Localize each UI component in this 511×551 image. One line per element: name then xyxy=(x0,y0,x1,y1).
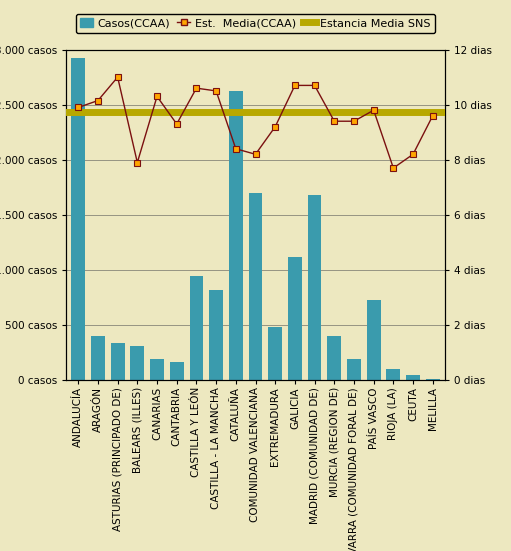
Bar xyxy=(367,300,381,380)
Bar xyxy=(72,58,85,380)
Bar xyxy=(308,195,321,380)
Bar xyxy=(386,369,400,380)
Bar xyxy=(130,346,144,380)
Bar xyxy=(328,336,341,380)
Bar xyxy=(406,375,420,380)
Bar xyxy=(249,193,262,380)
Bar xyxy=(288,257,302,380)
Bar xyxy=(426,379,439,380)
Bar xyxy=(209,290,223,380)
Bar xyxy=(150,359,164,380)
Bar xyxy=(111,343,125,380)
Legend: Casos(CCAA), Est.  Media(CCAA), Estancia Media SNS: Casos(CCAA), Est. Media(CCAA), Estancia … xyxy=(76,14,435,33)
Bar xyxy=(170,362,183,380)
Bar xyxy=(268,327,282,380)
Bar xyxy=(91,336,105,380)
Bar xyxy=(190,276,203,380)
Bar xyxy=(347,359,361,380)
Bar xyxy=(229,91,243,380)
